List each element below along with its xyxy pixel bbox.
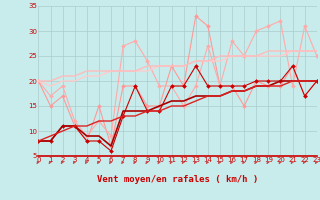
X-axis label: Vent moyen/en rafales ( km/h ): Vent moyen/en rafales ( km/h ) (97, 174, 258, 184)
